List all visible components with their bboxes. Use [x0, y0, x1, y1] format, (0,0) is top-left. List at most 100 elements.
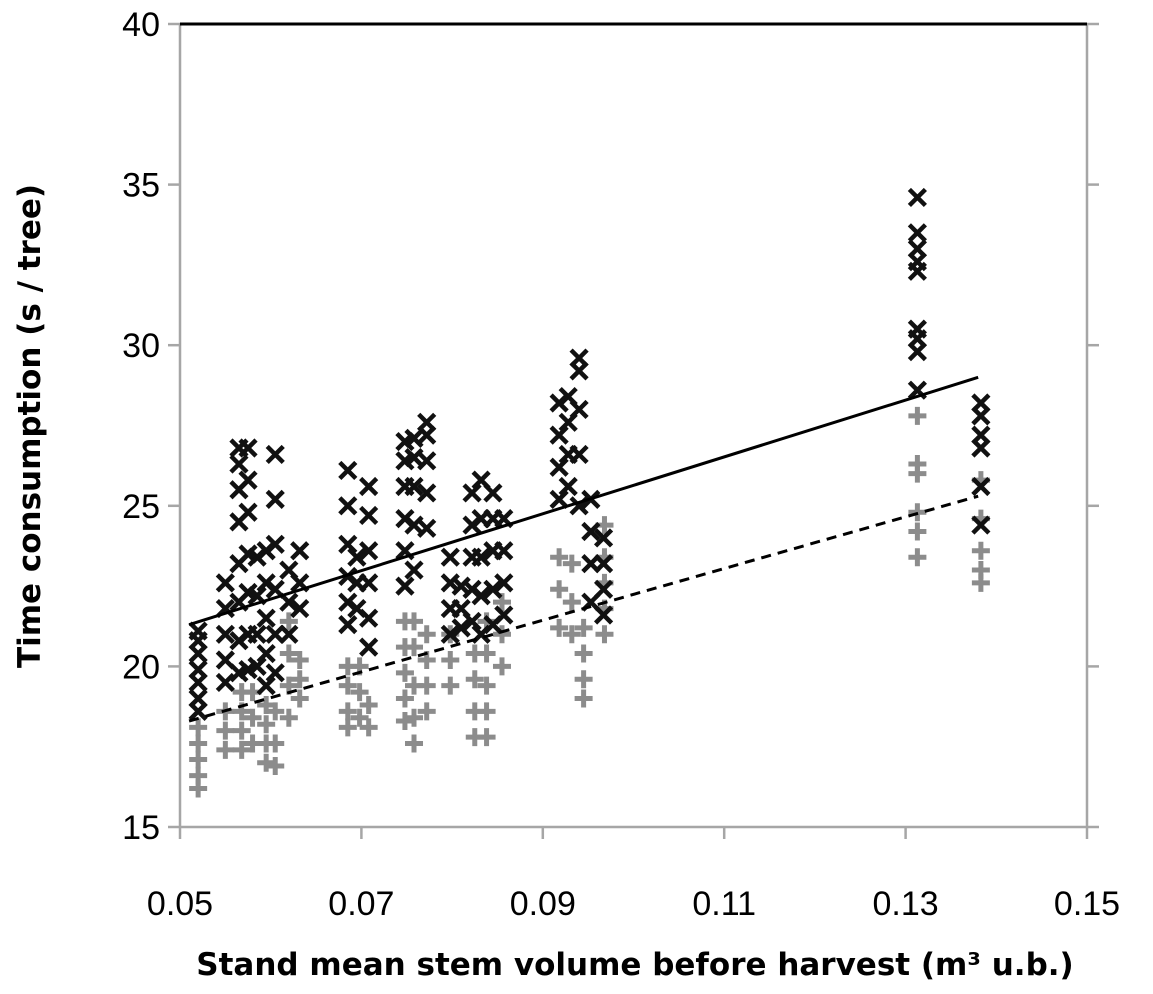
plus-marker	[971, 561, 990, 580]
plus-marker	[562, 593, 581, 612]
cross-marker	[549, 489, 569, 509]
cross-marker	[238, 470, 258, 490]
cross-marker	[558, 476, 578, 497]
plus-marker	[908, 406, 927, 425]
plus-marker	[290, 689, 309, 708]
y-tick-label: 20	[122, 648, 160, 686]
plus-marker	[338, 676, 357, 695]
plus-marker	[266, 756, 285, 775]
plus-marker	[417, 702, 436, 721]
cross-marker	[395, 576, 415, 596]
plus-marker	[574, 670, 593, 689]
plus-marker	[405, 612, 424, 631]
plus-marker	[189, 766, 208, 785]
x-tick-label: 0.07	[328, 885, 394, 923]
plus-marker	[405, 734, 424, 753]
plus-marker	[257, 695, 276, 714]
plus-marker	[338, 718, 357, 737]
plus-marker	[189, 750, 208, 769]
cross-marker	[440, 547, 460, 567]
plus-marker	[405, 638, 424, 657]
cross-marker	[907, 319, 927, 339]
cross-marker	[549, 457, 569, 477]
plus-marker	[971, 541, 990, 560]
cross-marker	[907, 187, 927, 208]
cross-marker	[238, 502, 258, 522]
cross-marker	[188, 688, 208, 709]
plus-marker	[279, 612, 298, 631]
cross-marker	[359, 573, 379, 593]
cross-marker	[971, 515, 991, 535]
cross-marker	[359, 476, 379, 497]
cross-marker	[279, 592, 299, 612]
cross-marker	[238, 438, 258, 458]
plus-marker	[290, 670, 309, 689]
cross-marker	[483, 579, 503, 599]
plus-marker	[492, 657, 511, 676]
cross-marker	[471, 586, 491, 606]
cross-marker	[215, 573, 235, 593]
cross-marker	[451, 618, 471, 638]
cross-marker	[247, 656, 267, 676]
plus-marker	[266, 702, 285, 721]
cross-marker	[971, 393, 991, 413]
plus-marker	[232, 740, 251, 759]
cross-marker	[338, 460, 358, 481]
plus-marker	[574, 618, 593, 637]
plus-marker	[189, 734, 208, 753]
plus-marker	[441, 676, 460, 695]
cross-marker	[569, 348, 589, 368]
plus-marker	[417, 625, 436, 644]
cross-marker	[404, 560, 424, 580]
trend-lines	[188, 375, 979, 723]
cross-marker	[417, 483, 437, 503]
plot-frame	[178, 22, 1089, 829]
cross-marker	[494, 541, 514, 561]
x-tick-label: 0.09	[510, 885, 576, 923]
x-tick-label: 0.13	[873, 885, 939, 923]
x-tick-label: 0.15	[1054, 885, 1120, 923]
plus-marker	[441, 650, 460, 669]
solid-trend-line	[188, 375, 979, 627]
y-tick-label: 25	[122, 488, 160, 526]
plus-marker	[290, 650, 309, 669]
plus-marker	[395, 663, 414, 682]
cross-marker	[593, 554, 614, 574]
cross-marker	[404, 476, 424, 497]
cross-marker	[907, 223, 927, 243]
cross-marker	[188, 621, 208, 641]
plus-marker	[550, 618, 569, 637]
x-tick-label: 0.11	[692, 885, 756, 923]
cross-marker	[256, 608, 276, 628]
plus-marker	[477, 676, 496, 695]
plus-marker	[266, 734, 285, 753]
plus-marker	[338, 702, 357, 721]
plus-marker	[257, 715, 276, 734]
x-axis-ticks: 0.05 0.07 0.09 0.11 0.13 0.15	[147, 827, 1120, 923]
plus-marker	[574, 644, 593, 663]
plus-marker	[492, 625, 511, 644]
cross-marker	[462, 611, 482, 632]
cross-marker	[971, 425, 991, 445]
plus-marker	[257, 753, 276, 772]
plus-marker	[574, 689, 593, 708]
plus-marker	[395, 689, 414, 708]
plus-marker	[562, 554, 581, 573]
y-tick-label: 30	[122, 327, 160, 365]
cross-marker	[569, 444, 589, 464]
plus-marker	[405, 708, 424, 727]
plus-marker	[216, 740, 235, 759]
dashed-trend-line	[188, 494, 979, 723]
cross-marker	[494, 573, 514, 593]
plus-marker	[350, 683, 369, 702]
cross-marker	[290, 541, 310, 561]
cross-marker	[265, 489, 285, 509]
cross-marker	[417, 451, 437, 471]
cross-marker	[265, 444, 285, 464]
plus-marker	[395, 712, 414, 731]
plus-marker	[908, 548, 927, 567]
plus-marker	[477, 702, 496, 721]
plus-marker	[216, 721, 235, 740]
plus-marker	[279, 708, 298, 727]
